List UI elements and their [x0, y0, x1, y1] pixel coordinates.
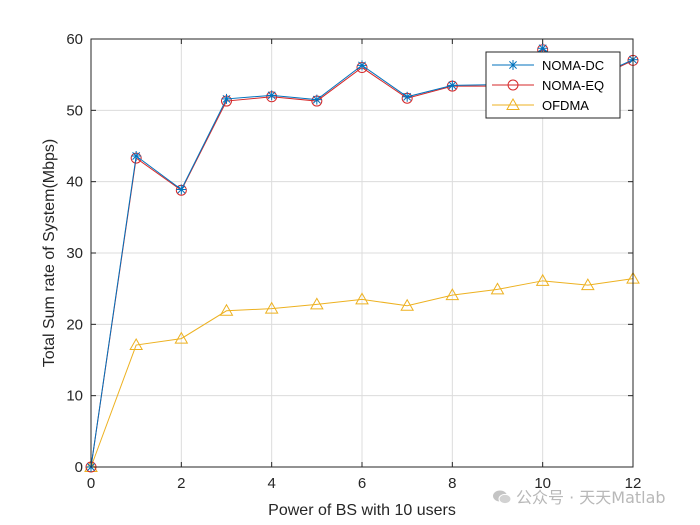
- legend-marker: [507, 79, 519, 91]
- legend-item: OFDMA: [492, 97, 589, 113]
- data-point: [445, 288, 460, 301]
- y-tick-label: 0: [75, 459, 83, 476]
- legend-label: NOMA-EQ: [542, 78, 604, 93]
- data-point: [580, 278, 595, 291]
- series-layer: [84, 43, 640, 473]
- y-tick-label: 20: [66, 316, 83, 333]
- data-point: [219, 303, 234, 316]
- data-point: [174, 331, 189, 344]
- legend-item: NOMA-EQ: [492, 78, 604, 93]
- x-tick-label: 0: [87, 475, 95, 492]
- data-point: [311, 94, 322, 105]
- y-tick-label: 10: [66, 388, 83, 405]
- series-line: [90, 278, 634, 468]
- data-point: [266, 90, 277, 101]
- data-point: [402, 91, 413, 102]
- x-tick-label: 2: [177, 475, 185, 492]
- data-point: [400, 298, 415, 311]
- legend: NOMA-DC NOMA-EQ OFDMA: [485, 51, 621, 119]
- data-point: [357, 60, 367, 71]
- y-tick-label: 50: [66, 102, 83, 119]
- watermark: 公众号 · 天天Matlab: [492, 484, 666, 508]
- legend-marker: [508, 60, 518, 70]
- data-point: [264, 301, 279, 314]
- wechat-icon: [493, 490, 512, 505]
- y-tick-label: 40: [66, 174, 83, 191]
- x-tick-label: 10: [534, 475, 551, 492]
- y-tick-label: 60: [66, 31, 83, 48]
- y-axis-label: Total Sum rate of System(Mbps): [41, 139, 58, 368]
- legend-marker: [506, 97, 520, 110]
- data-point: [309, 297, 324, 310]
- data-point: [129, 338, 144, 351]
- x-tick-label: 4: [267, 475, 275, 492]
- y-tick-label: 30: [66, 245, 83, 262]
- data-point: [535, 273, 550, 286]
- axis-ticks: 0 2 4 6 8 10 12 0 10 20 30 40 50 60: [66, 31, 641, 492]
- legend-item: NOMA-DC: [492, 58, 604, 73]
- series-ofdma: [84, 271, 640, 472]
- legend-label: OFDMA: [542, 98, 589, 113]
- data-point: [221, 93, 232, 104]
- x-tick-label: 12: [625, 475, 642, 492]
- data-point: [490, 282, 505, 295]
- x-tick-label: 8: [448, 475, 456, 492]
- watermark-text: 公众号 · 天天Matlab: [516, 488, 666, 507]
- data-point: [447, 80, 458, 91]
- legend-label: NOMA-DC: [542, 58, 604, 73]
- data-point: [131, 150, 142, 161]
- x-axis-label: Power of BS with 10 users: [268, 502, 456, 519]
- data-point: [355, 292, 369, 305]
- x-tick-label: 6: [358, 475, 366, 492]
- data-point: [176, 184, 187, 195]
